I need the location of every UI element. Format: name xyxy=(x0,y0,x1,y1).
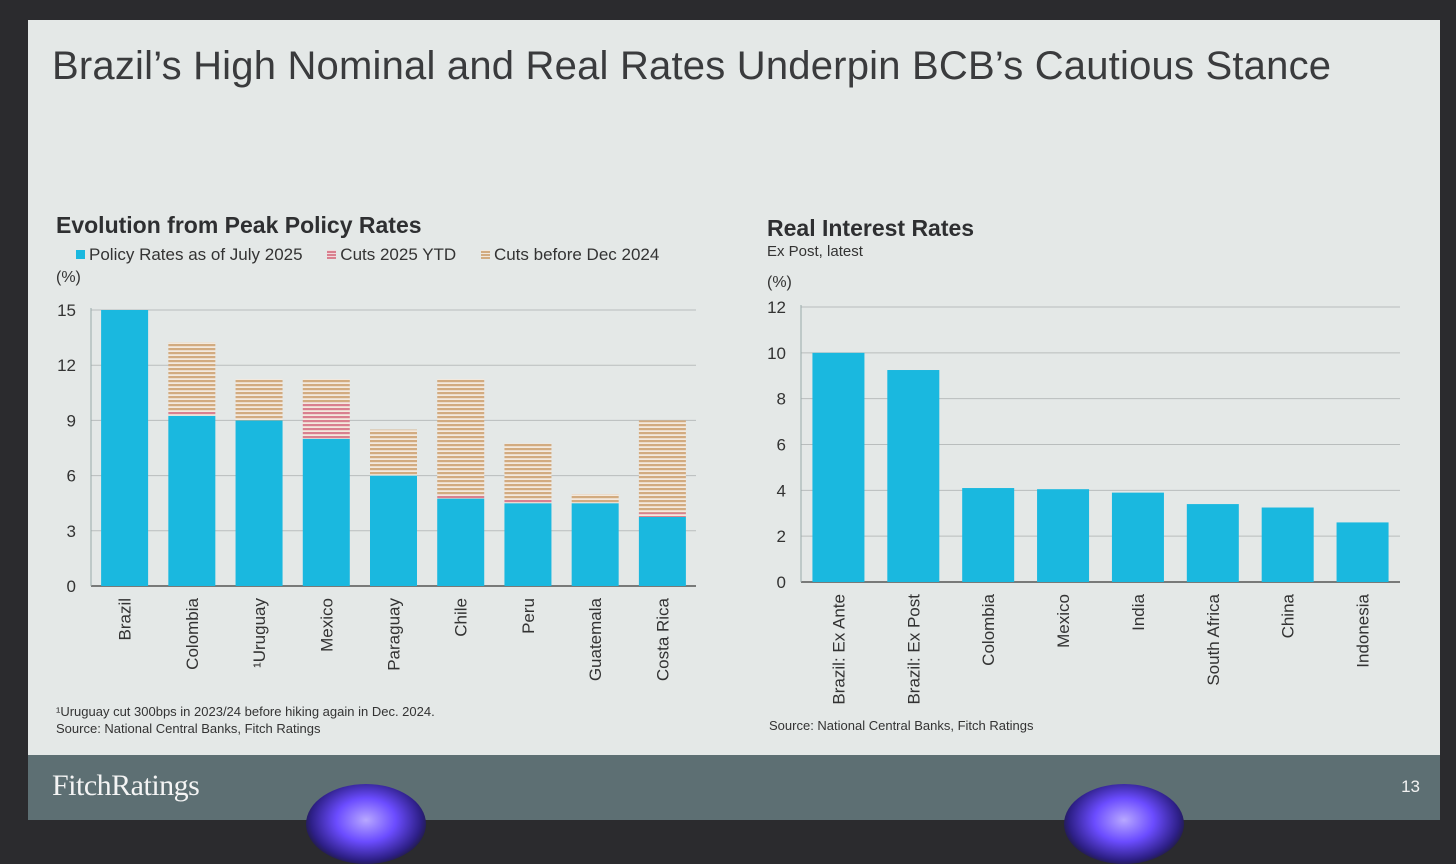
bar-policy-rate xyxy=(235,420,283,586)
legend-before-swatch xyxy=(480,250,490,259)
left-chart-title: Evolution from Peak Policy Rates xyxy=(56,212,422,238)
x-tick-label: Peru xyxy=(519,598,538,634)
page-number: 13 xyxy=(1401,777,1420,796)
left-source: Source: National Central Banks, Fitch Ra… xyxy=(56,721,321,736)
left-unit-label: (%) xyxy=(56,269,81,286)
right-chart: 0 2 4 6 8 10 12 Brazil: Ex Ante Brazil: Ex Post C… xyxy=(767,298,1400,705)
bar-policy-rate xyxy=(101,310,149,586)
bar-cuts-before-2024 xyxy=(302,379,350,402)
bar-policy-rate xyxy=(571,503,619,586)
right-unit-label: (%) xyxy=(767,274,792,291)
y-tick-label: 2 xyxy=(777,527,786,546)
bar-real-rate xyxy=(1261,507,1314,582)
bar-policy-rate xyxy=(168,415,216,586)
y-tick-label: 6 xyxy=(67,467,76,486)
y-tick-label: 4 xyxy=(777,481,786,500)
bar-real-rate xyxy=(1336,522,1389,582)
bar-real-rate xyxy=(1037,489,1090,582)
bar-policy-rate xyxy=(504,503,552,586)
legend-policy: Policy Rates as of July 2025 xyxy=(76,245,303,265)
bar-cuts-before-2024 xyxy=(504,443,552,499)
x-tick-label: South Africa xyxy=(1204,593,1223,685)
bar-policy-rate xyxy=(638,517,686,586)
x-tick-label: Chile xyxy=(452,598,471,637)
bar-cuts-2025-ytd xyxy=(302,402,350,439)
bar-cuts-before-2024 xyxy=(638,420,686,513)
y-tick-label: 12 xyxy=(57,356,76,375)
stage-light-left xyxy=(306,784,426,864)
x-tick-label: Brazil: Ex Post xyxy=(904,594,923,705)
x-tick-label: Mexico xyxy=(317,598,336,652)
bar-cuts-before-2024 xyxy=(571,494,619,504)
footer-bar: FitchRatings 13 xyxy=(28,755,1440,820)
x-tick-label: Costa Rica xyxy=(653,597,672,681)
bar-cuts-before-2024 xyxy=(235,379,283,421)
legend-ytd: Cuts 2025 YTD xyxy=(327,245,456,265)
x-tick-label: Colombia xyxy=(183,597,202,669)
right-chart-subtitle: Ex Post, latest xyxy=(767,243,863,260)
right-source: Source: National Central Banks, Fitch Ra… xyxy=(769,718,1034,733)
left-footnote: ¹Uruguay cut 300bps in 2023/24 before hi… xyxy=(56,704,435,719)
y-tick-label: 3 xyxy=(67,522,76,541)
bar-cuts-before-2024 xyxy=(168,342,216,412)
x-tick-label: China xyxy=(1279,593,1298,638)
x-tick-label: Mexico xyxy=(1054,594,1073,648)
x-tick-label: Guatemala xyxy=(586,597,605,681)
y-tick-label: 6 xyxy=(777,436,786,455)
bar-cuts-2025-ytd xyxy=(437,494,485,499)
legend-before-label: Cuts before Dec 2024 xyxy=(493,245,660,264)
legend-before: Cuts before Dec 2024 xyxy=(480,245,660,265)
x-tick-label: India xyxy=(1129,593,1148,630)
stage-light-right xyxy=(1064,784,1184,864)
legend-policy-swatch xyxy=(76,250,85,259)
bar-real-rate xyxy=(887,370,940,582)
y-tick-label: 8 xyxy=(777,390,786,409)
y-tick-label: 0 xyxy=(67,577,76,596)
bar-cuts-2025-ytd xyxy=(168,411,216,416)
bar-cuts-2025-ytd xyxy=(504,498,552,504)
bar-cuts-2025-ytd xyxy=(638,512,686,517)
left-chart: 0 3 6 9 12 15 Brazil Colombia ¹Uruguay Mexico Para… xyxy=(57,301,696,681)
left-chart-legend: Policy Rates as of July 2025 Cuts 2025 Y… xyxy=(76,245,679,265)
x-tick-label: Paraguay xyxy=(385,598,404,671)
slide-title: Brazil’s High Nominal and Real Rates Und… xyxy=(52,44,1332,88)
x-tick-label: Brazil xyxy=(116,598,135,641)
y-tick-label: 0 xyxy=(777,573,786,592)
slide: Brazil’s High Nominal and Real Rates Und… xyxy=(28,20,1440,820)
bar-real-rate xyxy=(1186,504,1239,582)
y-tick-label: 15 xyxy=(57,301,76,320)
bar-policy-rate xyxy=(302,438,350,586)
legend-ytd-label: Cuts 2025 YTD xyxy=(340,245,457,264)
bar-policy-rate xyxy=(437,498,485,586)
x-tick-label: Indonesia xyxy=(1354,593,1373,667)
x-tick-label: ¹Uruguay xyxy=(250,598,269,668)
bar-real-rate xyxy=(1111,492,1164,582)
bar-real-rate xyxy=(962,488,1015,582)
y-tick-label: 10 xyxy=(767,344,786,363)
fitch-logo: FitchRatings xyxy=(52,769,200,802)
y-tick-label: 12 xyxy=(767,298,786,317)
y-tick-label: 9 xyxy=(67,411,76,430)
right-chart-title: Real Interest Rates xyxy=(767,215,975,241)
x-tick-label: Brazil: Ex Ante xyxy=(829,594,848,705)
bar-real-rate xyxy=(812,352,865,582)
bar-cuts-before-2024 xyxy=(437,379,485,494)
legend-policy-label: Policy Rates as of July 2025 xyxy=(89,245,303,264)
legend-ytd-swatch xyxy=(327,250,337,259)
bar-policy-rate xyxy=(370,475,417,586)
bar-cuts-before-2024 xyxy=(370,429,417,476)
x-tick-label: Colombia xyxy=(979,593,998,665)
